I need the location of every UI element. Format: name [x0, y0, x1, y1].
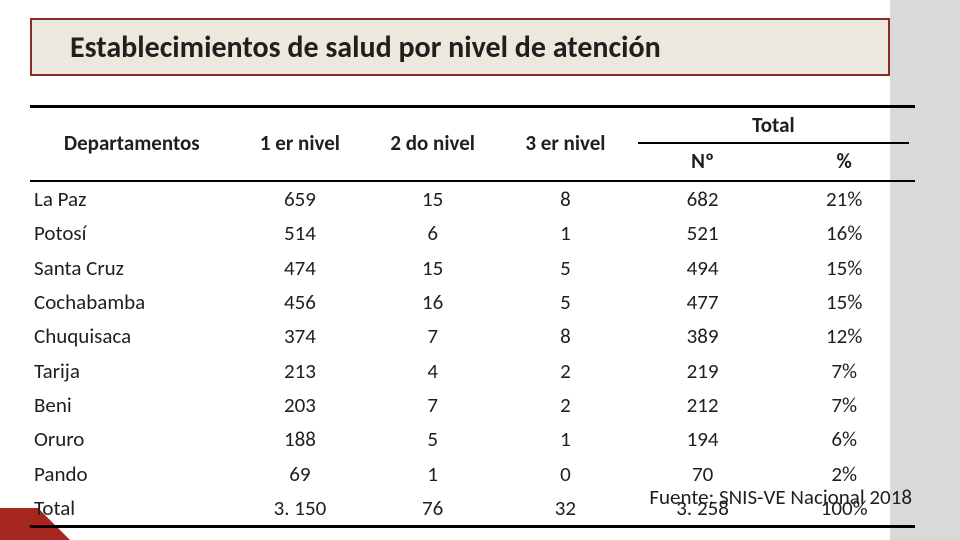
cell-dept: Potosí	[30, 216, 234, 250]
cell-tp: 7%	[773, 354, 915, 388]
cell-dept: Cochabamba	[30, 285, 234, 319]
cell-tp: 6%	[773, 422, 915, 456]
cell-n1: 213	[234, 354, 367, 388]
cell-n2: 6	[366, 216, 499, 250]
cell-n2: 7	[366, 319, 499, 353]
source-caption: Fuente: SNIS-VE Nacional 2018	[649, 484, 912, 510]
cell-dept: Total	[30, 491, 234, 527]
cell-tn: 477	[632, 285, 774, 319]
cell-n2: 16	[366, 285, 499, 319]
slide-background: Establecimientos de salud por nivel de a…	[0, 0, 960, 540]
cell-n2: 7	[366, 388, 499, 422]
cell-n1: 456	[234, 285, 367, 319]
cell-tn: 521	[632, 216, 774, 250]
cell-n1: 203	[234, 388, 367, 422]
cell-n3: 2	[499, 388, 632, 422]
cell-tp: 7%	[773, 388, 915, 422]
cell-n1: 374	[234, 319, 367, 353]
header-total-n: Nº	[632, 146, 774, 181]
cell-tn: 682	[632, 181, 774, 216]
header-1er-nivel: 1 er nivel	[234, 107, 367, 182]
table-row: Beni203722127%	[30, 388, 915, 422]
cell-n3: 8	[499, 181, 632, 216]
cell-tp: 21%	[773, 181, 915, 216]
cell-n3: 5	[499, 285, 632, 319]
cell-dept: Pando	[30, 457, 234, 491]
header-departamentos: Departamentos	[30, 107, 234, 182]
cell-n1: 659	[234, 181, 367, 216]
cell-n2: 76	[366, 491, 499, 527]
cell-dept: Tarija	[30, 354, 234, 388]
cell-n3: 1	[499, 216, 632, 250]
header-3er-nivel: 3 er nivel	[499, 107, 632, 182]
header-total-label: Total	[638, 112, 909, 144]
cell-tn: 194	[632, 422, 774, 456]
health-table-container: Departamentos 1 er nivel 2 do nivel 3 er…	[30, 105, 915, 528]
cell-n1: 3. 150	[234, 491, 367, 527]
cell-n3: 5	[499, 251, 632, 285]
cell-n3: 8	[499, 319, 632, 353]
cell-n3: 1	[499, 422, 632, 456]
cell-dept: Oruro	[30, 422, 234, 456]
table-row: Cochabamba45616547715%	[30, 285, 915, 319]
cell-dept: La Paz	[30, 181, 234, 216]
slide-title-box: Establecimientos de salud por nivel de a…	[30, 18, 890, 76]
table-row: La Paz65915868221%	[30, 181, 915, 216]
cell-n1: 474	[234, 251, 367, 285]
cell-n2: 1	[366, 457, 499, 491]
health-table: Departamentos 1 er nivel 2 do nivel 3 er…	[30, 105, 915, 528]
cell-n2: 4	[366, 354, 499, 388]
table-row: Chuquisaca3747838912%	[30, 319, 915, 353]
cell-tn: 494	[632, 251, 774, 285]
cell-dept: Beni	[30, 388, 234, 422]
table-row: Oruro188511946%	[30, 422, 915, 456]
table-row: Potosí5146152116%	[30, 216, 915, 250]
cell-n2: 15	[366, 251, 499, 285]
cell-dept: Santa Cruz	[30, 251, 234, 285]
cell-n1: 69	[234, 457, 367, 491]
table-header: Departamentos 1 er nivel 2 do nivel 3 er…	[30, 107, 915, 182]
cell-n3: 32	[499, 491, 632, 527]
header-2do-nivel: 2 do nivel	[366, 107, 499, 182]
cell-tn: 389	[632, 319, 774, 353]
cell-tn: 212	[632, 388, 774, 422]
cell-n1: 188	[234, 422, 367, 456]
header-total: Total	[632, 107, 915, 147]
cell-tp: 12%	[773, 319, 915, 353]
table-row: Santa Cruz47415549415%	[30, 251, 915, 285]
cell-n3: 0	[499, 457, 632, 491]
cell-tn: 219	[632, 354, 774, 388]
cell-dept: Chuquisaca	[30, 319, 234, 353]
table-row: Tarija213422197%	[30, 354, 915, 388]
header-total-pct: %	[773, 146, 915, 181]
cell-tp: 15%	[773, 251, 915, 285]
cell-n2: 5	[366, 422, 499, 456]
cell-tp: 16%	[773, 216, 915, 250]
cell-tp: 15%	[773, 285, 915, 319]
slide-title: Establecimientos de salud por nivel de a…	[70, 29, 661, 66]
cell-n1: 514	[234, 216, 367, 250]
table-body: La Paz65915868221%Potosí5146152116%Santa…	[30, 181, 915, 527]
cell-n3: 2	[499, 354, 632, 388]
cell-n2: 15	[366, 181, 499, 216]
